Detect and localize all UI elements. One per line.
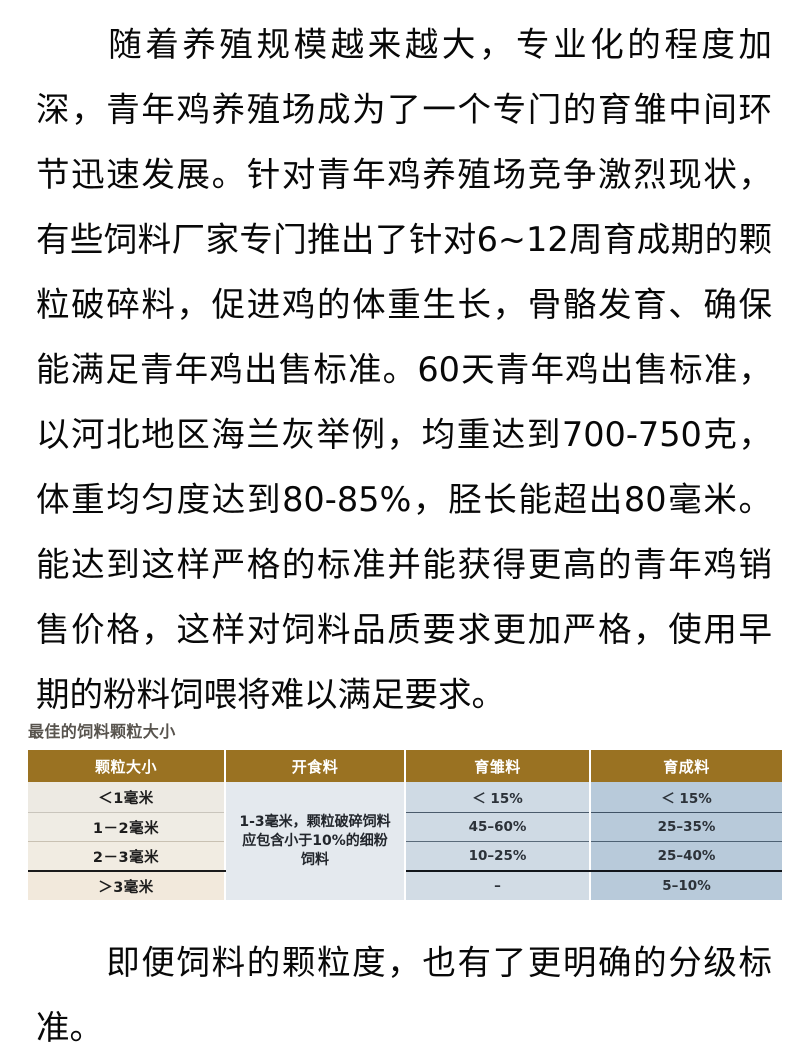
cell-grower-feed: 5–10% bbox=[590, 871, 782, 900]
table-header-row: 颗粒大小 开食料 育雏料 育成料 bbox=[28, 750, 782, 782]
cell-chick-feed: ＜ 15% bbox=[405, 782, 591, 813]
cell-particle-size: 2－3毫米 bbox=[28, 841, 226, 872]
table-row: 2－3毫米 10–25% 25–40% bbox=[28, 841, 782, 872]
column-header-chick-feed: 育雏料 bbox=[405, 750, 591, 782]
cell-chick-feed: 10–25% bbox=[405, 841, 591, 872]
cell-grower-feed: 25–35% bbox=[590, 812, 782, 842]
cell-particle-size: 1－2毫米 bbox=[28, 812, 226, 842]
cell-grower-feed: 25–40% bbox=[590, 841, 782, 872]
column-header-particle-size: 颗粒大小 bbox=[28, 750, 226, 782]
table-body: ＜1毫米 1-3毫米，颗粒破碎饲料应包含小于10%的细粉饲料 ＜ 15% ＜ 1… bbox=[28, 782, 782, 900]
cell-chick-feed: 45–60% bbox=[405, 812, 591, 842]
figure-title: 最佳的饲料颗粒大小 bbox=[28, 722, 176, 741]
paragraph-main: 随着养殖规模越来越大，专业化的程度加深，青年鸡养殖场成为了一个专门的育雏中间环节… bbox=[36, 25, 772, 714]
cell-grower-feed: ＜ 15% bbox=[590, 782, 782, 813]
paragraph-closing-text: 即便饲料的颗粒度，也有了更明确的分级标准。 bbox=[36, 943, 772, 1047]
table-row: ＞3毫米 – 5–10% bbox=[28, 871, 782, 900]
paragraph-main-text: 随着养殖规模越来越大，专业化的程度加深，青年鸡养殖场成为了一个专门的育雏中间环节… bbox=[36, 25, 772, 714]
table-row: 1－2毫米 45–60% 25–35% bbox=[28, 812, 782, 842]
table-row: ＜1毫米 1-3毫米，颗粒破碎饲料应包含小于10%的细粉饲料 ＜ 15% ＜ 1… bbox=[28, 782, 782, 900]
cell-starter-feed-merged: 1-3毫米，颗粒破碎饲料应包含小于10%的细粉饲料 bbox=[225, 782, 406, 900]
column-header-grower-feed: 育成料 bbox=[590, 750, 782, 782]
cell-particle-size: ＞3毫米 bbox=[28, 871, 226, 900]
feed-particle-size-table: 颗粒大小 开食料 育雏料 育成料 ＜1毫米 1-3毫米，颗粒破碎饲料应包含小于1… bbox=[28, 750, 782, 900]
column-header-starter-feed: 开食料 bbox=[225, 750, 406, 782]
figure-feed-particle-size: 最佳的饲料颗粒大小 颗粒大小 开食料 育雏料 育成料 ＜1毫米 1-3毫米，颗粒… bbox=[0, 722, 810, 900]
paragraph-closing: 即便饲料的颗粒度，也有了更明确的分级标准。 bbox=[0, 930, 810, 1060]
article-closing: 即便饲料的颗粒度，也有了更明确的分级标准。 bbox=[0, 930, 810, 1060]
table-header: 颗粒大小 开食料 育雏料 育成料 bbox=[28, 750, 782, 782]
article-body: 随着养殖规模越来越大，专业化的程度加深，青年鸡养殖场成为了一个专门的育雏中间环节… bbox=[36, 25, 772, 714]
cell-chick-feed: – bbox=[405, 871, 591, 900]
cell-particle-size: ＜1毫米 bbox=[28, 782, 226, 813]
